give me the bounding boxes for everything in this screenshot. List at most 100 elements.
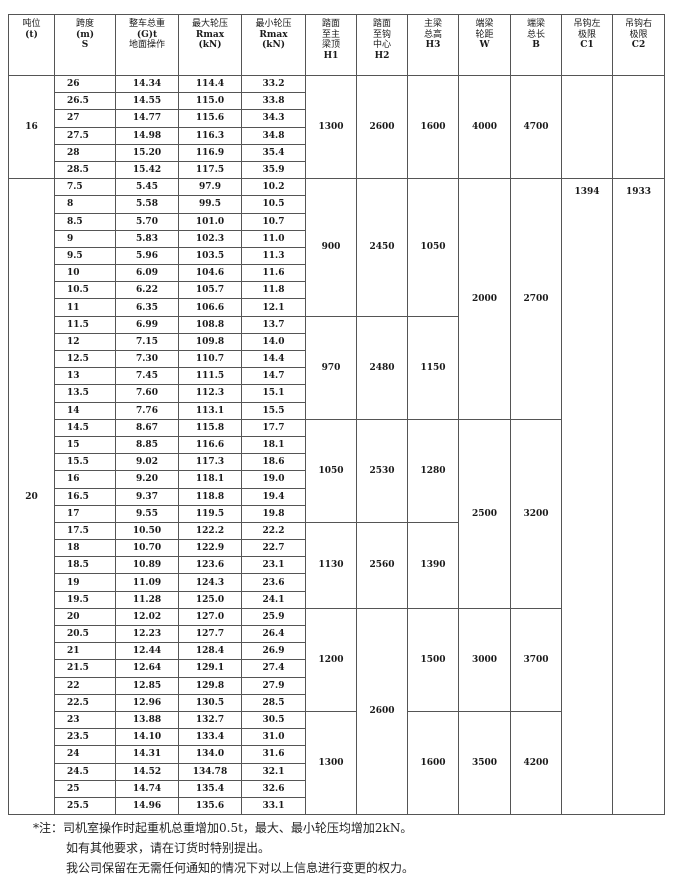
span-cell: 16.5 (54, 487, 116, 506)
b-cell: 4700 (510, 74, 562, 180)
weight-cell: 14.98 (115, 126, 179, 145)
h1-cell: 1050 (305, 418, 357, 523)
header-text: 地面操作 (128, 40, 165, 50)
table-row: 16 26 14.34 114.4 33.2 1300 2600 1600 4000 4700 (8, 74, 665, 180)
max-load-cell: 118.8 (178, 487, 242, 506)
min-load-cell: 27.9 (241, 676, 306, 695)
max-load-cell: 134.0 (178, 745, 242, 764)
max-load-cell: 103.5 (178, 246, 242, 266)
span-cell: 9.5 (54, 246, 116, 266)
table-row: 9 5.83 102.3 11.0 (9, 229, 665, 248)
footnote-line: *注：司机室操作时起重机总重增加0.5t，最大、最小轮压均增加2kN。 (33, 821, 413, 835)
max-load-cell: 116.9 (178, 143, 242, 162)
min-load-cell: 10.5 (241, 195, 306, 214)
span-cell: 10.5 (54, 281, 116, 300)
weight-cell: 7.45 (115, 367, 179, 386)
max-load-cell: 112.3 (178, 384, 242, 403)
max-load-cell: 106.6 (178, 298, 242, 317)
table-row: 16.5 9.37 118.8 19.4 (9, 487, 665, 506)
span-cell: 28 (54, 143, 116, 162)
max-load-cell: 124.3 (178, 573, 242, 592)
header-c2: 吊钩右 极限 C2 (612, 14, 665, 76)
c2-cell (612, 74, 665, 180)
h2-cell: 2530 (356, 418, 408, 523)
min-load-cell: 26.9 (241, 642, 306, 661)
min-load-cell: 33.8 (241, 92, 306, 111)
span-cell: 22 (54, 676, 116, 695)
header-text: C1 (580, 40, 594, 50)
header-text: 整车总重 (128, 19, 165, 29)
header-text: 至钩 (372, 29, 391, 40)
min-load-cell: 24.1 (241, 590, 306, 609)
h1-cell: 1130 (305, 521, 357, 609)
min-load-cell: 14.0 (241, 332, 306, 352)
header-text: 极限 (629, 29, 648, 40)
weight-cell: 6.22 (115, 281, 179, 300)
b-cell: 4200 (510, 710, 562, 816)
min-load-cell: 11.6 (241, 264, 306, 283)
table-row: 13.5 7.60 112.3 15.1 (9, 384, 665, 403)
h2-cell: 2600 (356, 74, 408, 180)
span-cell: 18 (54, 539, 116, 558)
max-load-cell: 130.5 (178, 693, 242, 712)
min-load-cell: 14.4 (241, 349, 306, 369)
table-row: 8 5.58 99.5 10.5 (9, 195, 665, 214)
header-text: 主梁 (423, 19, 442, 29)
min-load-cell: 15.5 (241, 401, 306, 420)
header-text: S (81, 40, 89, 50)
min-load-cell: 22.2 (241, 521, 306, 541)
span-cell: 11 (54, 298, 116, 317)
span-cell: 7.5 (54, 178, 116, 197)
header-h2: 踏面 至钩 中心 H2 (356, 14, 408, 76)
header-text: 吊钩左 (573, 19, 601, 29)
max-load-cell: 110.7 (178, 349, 242, 369)
span-cell: 19.5 (54, 590, 116, 609)
table-row: 15 8.85 116.6 18.1 (9, 435, 665, 455)
weight-cell: 12.44 (115, 642, 179, 661)
max-load-cell: 128.4 (178, 642, 242, 661)
max-load-cell: 127.7 (178, 624, 242, 644)
tonnage-cell: 16 (8, 74, 55, 180)
span-cell: 25.5 (54, 796, 116, 816)
min-load-cell: 34.8 (241, 126, 306, 145)
h2-cell: 2560 (356, 521, 408, 609)
table-row: 21.5 12.64 129.1 27.4 (9, 659, 665, 678)
span-cell: 10 (54, 264, 116, 283)
header-text: W (479, 40, 490, 50)
table-row: 25.5 14.96 135.6 33.1 (9, 796, 665, 816)
max-load-cell: 116.6 (178, 435, 242, 455)
weight-cell: 11.28 (115, 590, 179, 609)
max-load-cell: 111.5 (178, 367, 242, 386)
table-row: 22 12.85 129.8 27.9 (9, 676, 665, 695)
header-c1: 吊钩左 极限 C1 (561, 14, 613, 76)
table-row: 14.5 8.67 115.8 17.7 1050 2530 1280 2500 3200 (9, 418, 665, 609)
max-load-cell: 117.5 (178, 160, 242, 180)
min-load-cell: 31.0 (241, 728, 306, 747)
max-load-cell: 135.6 (178, 796, 242, 816)
weight-cell: 7.30 (115, 349, 179, 369)
h1-cell: 1300 (305, 710, 357, 816)
weight-cell: 6.35 (115, 298, 179, 317)
span-cell: 12.5 (54, 349, 116, 369)
h3-cell: 1050 (407, 178, 459, 317)
table-row: 11.5 6.99 108.8 13.7 970 2480 1150 (9, 315, 665, 420)
max-load-cell: 101.0 (178, 212, 242, 231)
c2-cell: 1933 (612, 178, 665, 816)
h2-cell: 2480 (356, 315, 408, 420)
b-cell: 3700 (510, 607, 562, 712)
header-text: 总高 (423, 29, 442, 40)
table-row: 25 14.74 135.4 32.6 (9, 779, 665, 798)
header-text: 中心 (372, 40, 391, 50)
b-cell: 2700 (510, 178, 562, 420)
span-cell: 15.5 (54, 453, 116, 472)
span-cell: 8 (54, 195, 116, 214)
table-row: 27.5 14.98 116.3 34.8 (9, 126, 665, 145)
weight-cell: 8.67 (115, 418, 179, 437)
min-load-cell: 31.6 (241, 745, 306, 764)
max-load-cell: 119.5 (178, 504, 242, 523)
table-row: 9.5 5.96 103.5 11.3 (9, 246, 665, 266)
span-cell: 14 (54, 401, 116, 420)
w-cell: 3000 (458, 607, 511, 712)
header-text: 轮距 (475, 29, 494, 40)
h3-cell: 1280 (407, 418, 459, 523)
